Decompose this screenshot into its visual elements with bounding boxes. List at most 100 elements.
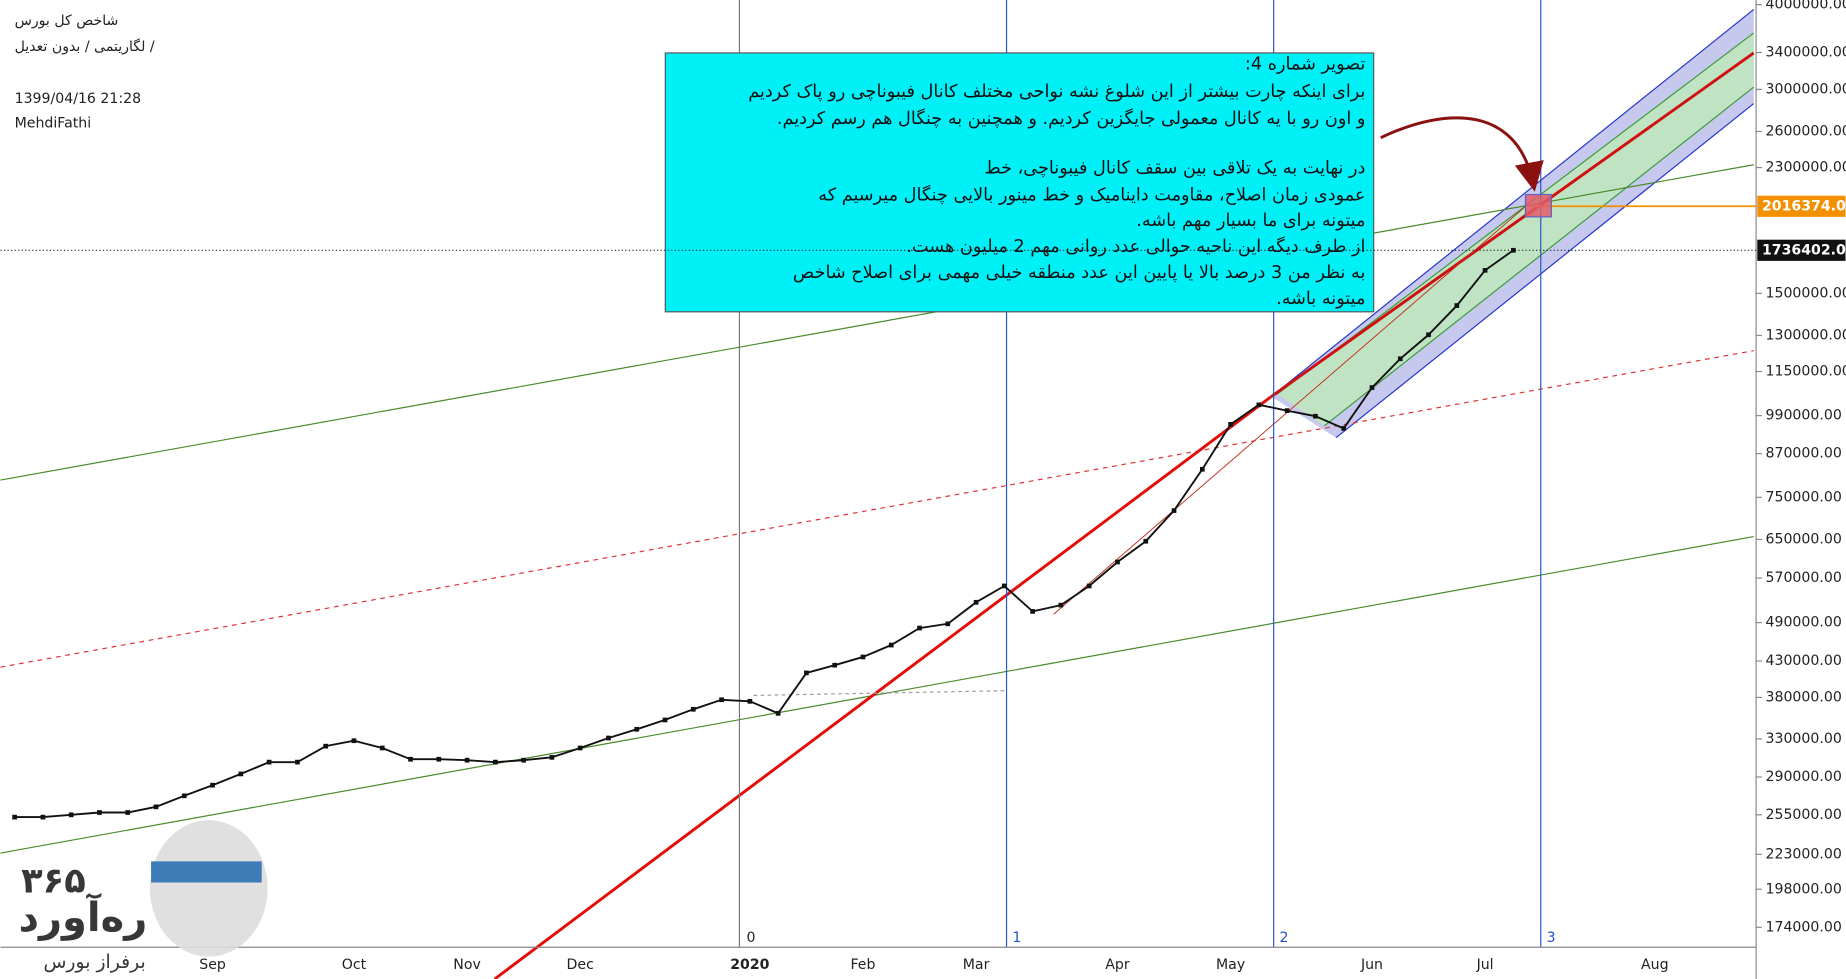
- price-label: 1736402.01: [1762, 242, 1846, 258]
- watermark-text: ره‌آورد: [18, 892, 147, 941]
- price-bar: [1482, 267, 1488, 273]
- price-bar: [1030, 609, 1035, 614]
- balloon-band: [151, 861, 262, 883]
- price-bar: [1397, 356, 1403, 362]
- x-tick-label: Sep: [199, 957, 226, 973]
- price-box: [1757, 195, 1846, 217]
- price-bar: [606, 735, 611, 741]
- balloon: [149, 820, 268, 957]
- y-tick-label: 4000000.00: [1766, 0, 1846, 13]
- y-ticks: 174000.00 198000.00 223000.00 255000.00 2900…: [1756, 0, 1846, 935]
- y-tick-label: 290000.00: [1766, 769, 1842, 785]
- price-bar: [1228, 422, 1233, 427]
- arrow: [1380, 116, 1544, 192]
- y-tick-label: 750000.00: [1766, 489, 1842, 505]
- trend-line: [0, 535, 1754, 854]
- vertical-line-label: 2: [1280, 930, 1289, 946]
- y-tick-label: 1150000.00: [1766, 364, 1846, 380]
- vertical-line-label: 0: [746, 930, 755, 946]
- price-bar: [1199, 466, 1205, 472]
- y-tick-label: 650000.00: [1766, 531, 1842, 547]
- price-bar: [68, 812, 74, 818]
- author: MehdiFathi: [15, 116, 92, 132]
- note-line: میتونه برای ما بسیار مهم باشه.: [1136, 211, 1365, 231]
- note-line: میتونه باشه.: [1276, 289, 1365, 309]
- price-bar: [12, 814, 17, 820]
- y-tick-label: 2600000.00: [1766, 123, 1846, 139]
- y-tick-label: 223000.00: [1766, 846, 1842, 862]
- price-bar: [1002, 583, 1007, 589]
- note-line: عمودی زمان اصلاح، مقاومت داینامیک و خط م…: [818, 184, 1365, 205]
- y-tick-label: 430000.00: [1766, 653, 1842, 669]
- price-bar: [1284, 408, 1290, 413]
- price-bar: [521, 757, 526, 763]
- price-bar: [379, 745, 385, 751]
- price-bar: [1454, 303, 1460, 308]
- timestamp: 1399/04/16 21:28: [15, 91, 141, 107]
- price-bar: [860, 654, 866, 660]
- price-bar: [719, 697, 724, 703]
- x-tick-label: Apr: [1105, 957, 1130, 973]
- note-line: در نهایت به یک تلاقی بین سقف کانال فیبون…: [984, 158, 1365, 178]
- price-bar: [295, 759, 300, 765]
- price-bar: [97, 810, 102, 815]
- channel-bottom: [1335, 103, 1755, 439]
- target-zone: [1524, 193, 1552, 218]
- y-tick-label: 570000.00: [1766, 570, 1842, 586]
- price-bar: [1369, 385, 1375, 390]
- y-tick-label: 870000.00: [1766, 446, 1842, 462]
- price-bar: [181, 793, 187, 799]
- price-bar: [1143, 538, 1149, 544]
- watermark-text: برفراز بورس: [43, 952, 145, 973]
- price-bar: [775, 710, 781, 716]
- x-tick-label: Aug: [1641, 957, 1669, 973]
- price-bar: [945, 621, 951, 627]
- price-bar: [577, 745, 583, 751]
- price-label: 2016374.08: [1762, 198, 1846, 214]
- price-bar: [125, 810, 131, 815]
- price-bar: [634, 726, 640, 732]
- note-line: برای اینکه چارت بیشتر از این شلوغ نشه نو…: [748, 82, 1365, 102]
- subtitle: لگاریتمی / بدون تعدیل /: [15, 38, 155, 55]
- inner-bottom: [1323, 86, 1755, 427]
- price-bar: [351, 738, 357, 744]
- y-tick-label: 174000.00: [1766, 919, 1842, 935]
- price-bar: [832, 662, 838, 668]
- price-bar: [1341, 426, 1347, 431]
- price-bar: [323, 743, 329, 749]
- price-bar: [1256, 402, 1262, 408]
- price-bar: [1115, 559, 1120, 565]
- x-tick-label: Jul: [1476, 957, 1494, 973]
- price-bar: [662, 717, 668, 723]
- x-tick-label: Jun: [1360, 957, 1383, 973]
- y-tick-label: 990000.00: [1766, 408, 1842, 424]
- note-line: از طرف دیگه این ناحیه حوالی عدد روانی مه…: [906, 236, 1365, 257]
- channel-roof: [1270, 51, 1755, 398]
- price-bar: [1313, 413, 1318, 419]
- y-tick-label: 255000.00: [1766, 807, 1842, 823]
- price-bar: [1426, 332, 1431, 338]
- fork-line: [1053, 202, 1531, 615]
- note-box: [664, 52, 1375, 313]
- trend-line: [0, 164, 1754, 481]
- price-bar: [153, 804, 159, 810]
- y-tick-label: 198000.00: [1766, 881, 1842, 897]
- price-bar: [1511, 247, 1516, 253]
- x-tick-label: Feb: [850, 957, 875, 973]
- price-line-series: [14, 249, 1514, 819]
- x-tick-label: Dec: [567, 957, 594, 973]
- price-bar: [1058, 602, 1064, 608]
- price-bar: [1086, 583, 1092, 589]
- price-bar: [1171, 508, 1177, 513]
- price-bar: [917, 625, 922, 631]
- channel-top: [1270, 8, 1755, 398]
- watermark: ۳۶۵ ره‌آورد برفراز بورس: [18, 820, 268, 973]
- x-tick-label: May: [1216, 957, 1245, 973]
- price-bar: [804, 670, 809, 676]
- price-bar: [238, 771, 244, 777]
- green-channel: [1277, 32, 1754, 426]
- price-bar: [492, 759, 498, 765]
- support-line: [493, 395, 1273, 979]
